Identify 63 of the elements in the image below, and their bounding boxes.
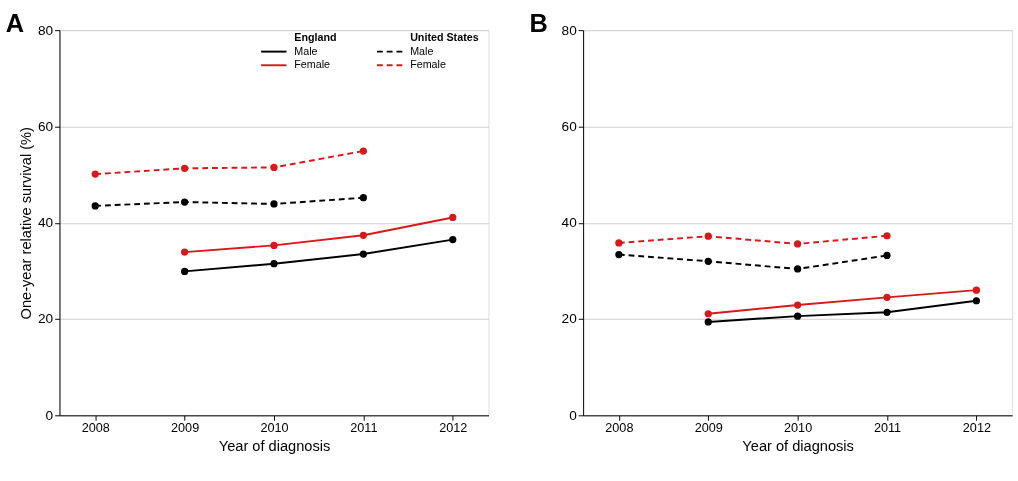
point	[270, 200, 278, 208]
y-tick-label: 60	[37, 118, 54, 134]
point	[91, 202, 99, 210]
x-tick-label: 2011	[350, 421, 378, 436]
point	[181, 198, 189, 206]
point	[181, 267, 189, 275]
point	[615, 250, 623, 259]
x-tick-label: 2009	[694, 421, 723, 436]
point	[794, 265, 802, 273]
x-tick-label: 2010	[260, 421, 289, 436]
point	[270, 260, 278, 268]
legend-label: Male	[294, 44, 318, 57]
point	[449, 213, 457, 222]
point	[704, 257, 712, 265]
x-tick-label: 2012	[962, 421, 991, 436]
legend-label: Female	[410, 58, 446, 71]
point	[794, 301, 802, 309]
point	[270, 163, 278, 171]
point	[883, 308, 891, 316]
legend-label: Female	[294, 58, 331, 71]
point	[883, 232, 891, 240]
point	[91, 170, 99, 178]
y-tick-label: 40	[37, 215, 54, 231]
y-tick-label: 0	[569, 407, 578, 423]
point	[359, 231, 367, 239]
annotation: England	[294, 30, 337, 43]
legend-label: Male	[410, 44, 434, 57]
chart-title: B	[529, 9, 548, 38]
y-tick-label: 80	[37, 22, 54, 38]
chart-title: A	[5, 9, 25, 38]
x-axis-title: Year of diagnosis	[742, 437, 854, 454]
x-axis-title: Year of diagnosis	[218, 437, 331, 454]
point	[615, 239, 623, 247]
point	[883, 293, 891, 301]
point	[794, 240, 802, 248]
x-tick-label: 2010	[784, 421, 813, 436]
point	[704, 310, 712, 318]
point	[704, 232, 712, 240]
point	[449, 235, 457, 244]
point	[359, 194, 367, 202]
point	[181, 248, 189, 256]
point	[794, 312, 802, 320]
point	[972, 286, 981, 294]
point	[359, 147, 367, 155]
y-tick-label: 20	[37, 311, 54, 327]
point	[181, 164, 189, 172]
point	[359, 250, 367, 258]
point	[704, 318, 712, 326]
annotation: United States	[410, 30, 479, 43]
y-tick-label: 80	[561, 22, 578, 38]
y-tick-label: 0	[45, 407, 54, 423]
x-tick-label: 2012	[439, 421, 468, 436]
x-tick-label: 2011	[873, 421, 902, 436]
x-tick-label: 2008	[81, 421, 110, 436]
x-tick-label: 2008	[605, 421, 634, 436]
point	[883, 251, 891, 260]
y-tick-label: 40	[561, 215, 578, 231]
y-tick-label: 20	[561, 311, 578, 327]
point	[972, 297, 981, 305]
point	[270, 241, 278, 249]
y-axis-title: One-year relative survival (%)	[18, 127, 35, 320]
y-tick-label: 60	[561, 118, 578, 134]
x-tick-label: 2009	[171, 421, 200, 436]
